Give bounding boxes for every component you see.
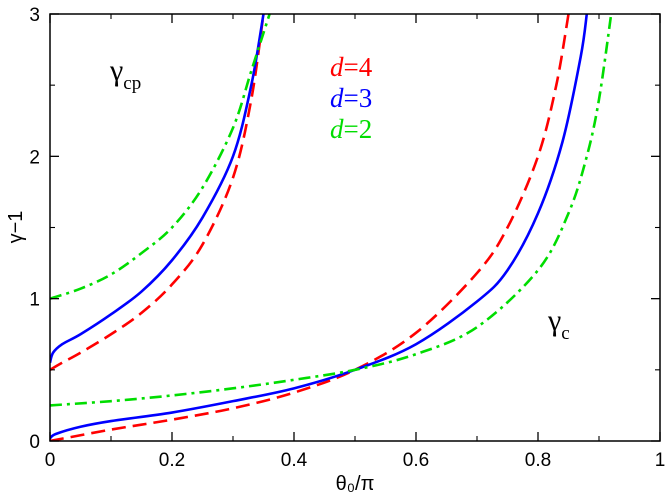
ticks-layer: 0 0.2 0.4 0.6 0.8 1 0 1 2 3 [29,5,665,471]
y-tick-label: 0 [29,432,40,453]
x-tick-label: 0 [45,450,56,471]
legend-entry: d=2 [330,114,372,144]
annotation-gamma-c: γc [547,304,570,344]
series-layer [50,14,613,441]
legend-entry: d=4 [330,52,373,82]
x-tick-label: 0.6 [403,450,429,471]
y-axis-label: γ−1 [5,211,27,244]
legend-entry: d=3 [330,83,372,113]
annotation-gamma-cp: γcp [109,54,141,94]
x-axis-label: θ₀/π [336,473,375,495]
x-tick-label: 0.8 [525,450,551,471]
y-tick-label: 2 [29,147,40,168]
series-line-c-d3 [50,14,589,440]
x-tick-label: 0.2 [159,450,185,471]
y-tick-label: 3 [29,5,40,26]
x-tick-label: 0.4 [281,450,308,471]
series-line-cp-d3 [50,14,265,364]
series-line-cp-d2 [50,14,271,300]
x-tick-label: 1 [655,450,666,471]
y-tick-label: 1 [29,290,40,311]
series-line-c-d2 [50,14,613,407]
series-line-c-d4 [50,14,570,441]
series-line-cp-d4 [50,14,265,371]
legend: d=4d=3d=2 [330,52,373,144]
